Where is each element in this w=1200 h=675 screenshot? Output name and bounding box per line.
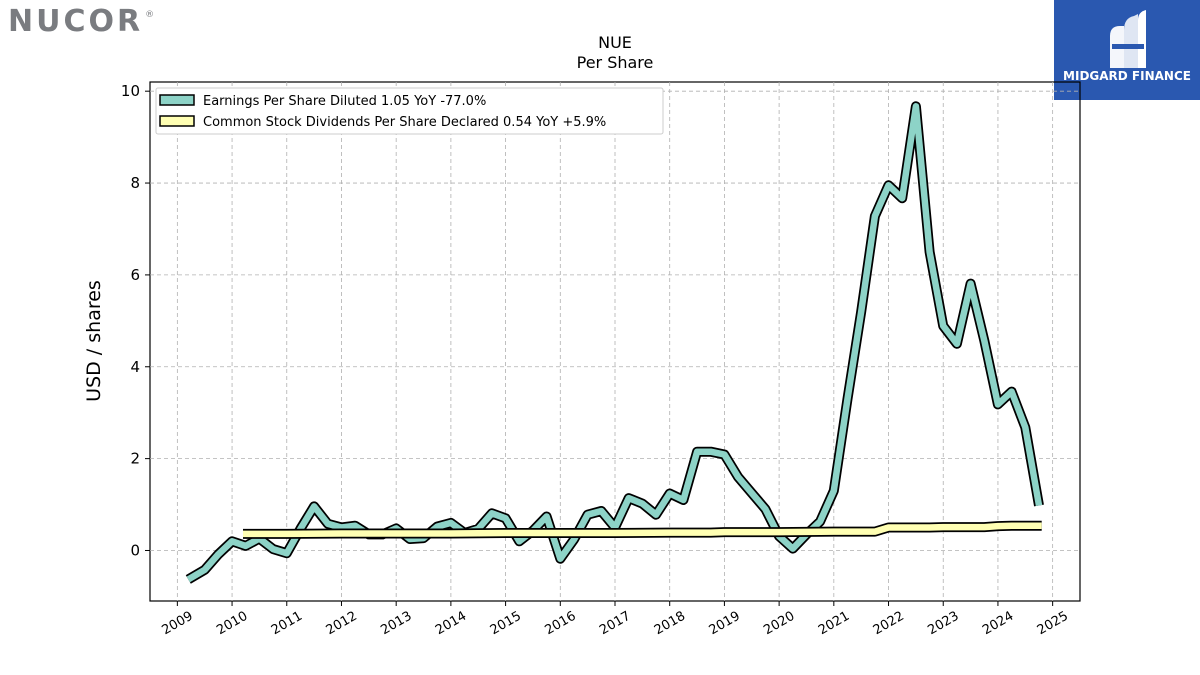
x-tick-label: 2009 <box>160 609 196 639</box>
y-tick-label: 10 <box>121 82 140 100</box>
y-axis-label: USD / shares <box>83 280 105 402</box>
company-logo: NUCOR ® <box>8 4 155 39</box>
series-lines <box>185 101 1044 584</box>
x-tick-label: 2025 <box>1035 609 1071 639</box>
series-line-dividends <box>243 522 1042 538</box>
y-tick-label: 2 <box>130 450 140 468</box>
y-tick-label: 4 <box>130 358 140 376</box>
x-tick-label: 2013 <box>378 609 414 639</box>
x-axis: 2009 2010 2011 2012 2013 2014 2015 2016 2017 2018… <box>160 601 1071 638</box>
x-tick-label: 2011 <box>269 609 305 639</box>
y-tick-label: 0 <box>130 541 140 559</box>
legend-swatch-dividends <box>159 115 195 127</box>
y-axis: 0 2 4 6 8 10 <box>121 82 150 559</box>
legend-swatch-eps <box>159 94 195 106</box>
x-tick-label: 2021 <box>816 609 852 639</box>
y-tick-label: 8 <box>130 174 140 192</box>
chart-subtitle: Per Share <box>577 53 654 72</box>
chart-title: NUE <box>598 33 632 52</box>
x-tick-label: 2022 <box>871 609 907 639</box>
publisher-name: MIDGARD FINANCE <box>1063 69 1191 83</box>
x-tick-label: 2023 <box>925 609 961 639</box>
legend-box <box>155 87 664 135</box>
x-tick-label: 2014 <box>433 609 469 639</box>
registered-mark: ® <box>145 10 155 20</box>
publisher-logo-icon <box>1110 10 1146 68</box>
x-tick-label: 2020 <box>761 609 797 639</box>
series-line-eps <box>186 103 1043 583</box>
x-tick-label: 2019 <box>707 609 743 639</box>
x-tick-label: 2012 <box>324 609 360 639</box>
legend: Earnings Per Share Diluted 1.05 YoY -77.… <box>155 87 664 135</box>
x-tick-label: 2016 <box>542 609 578 639</box>
y-tick-label: 6 <box>130 266 140 284</box>
x-tick-label: 2018 <box>652 609 688 639</box>
publisher-badge: MIDGARD FINANCE <box>1054 0 1200 100</box>
x-tick-label: 2024 <box>980 609 1016 639</box>
x-tick-label: 2015 <box>488 609 524 639</box>
x-tick-label: 2017 <box>597 609 633 639</box>
company-logo-text: NUCOR <box>8 4 144 39</box>
x-tick-label: 2010 <box>214 609 250 639</box>
legend-label-dividends: Common Stock Dividends Per Share Declare… <box>203 115 606 130</box>
legend-label-eps: Earnings Per Share Diluted 1.05 YoY -77.… <box>203 94 486 109</box>
